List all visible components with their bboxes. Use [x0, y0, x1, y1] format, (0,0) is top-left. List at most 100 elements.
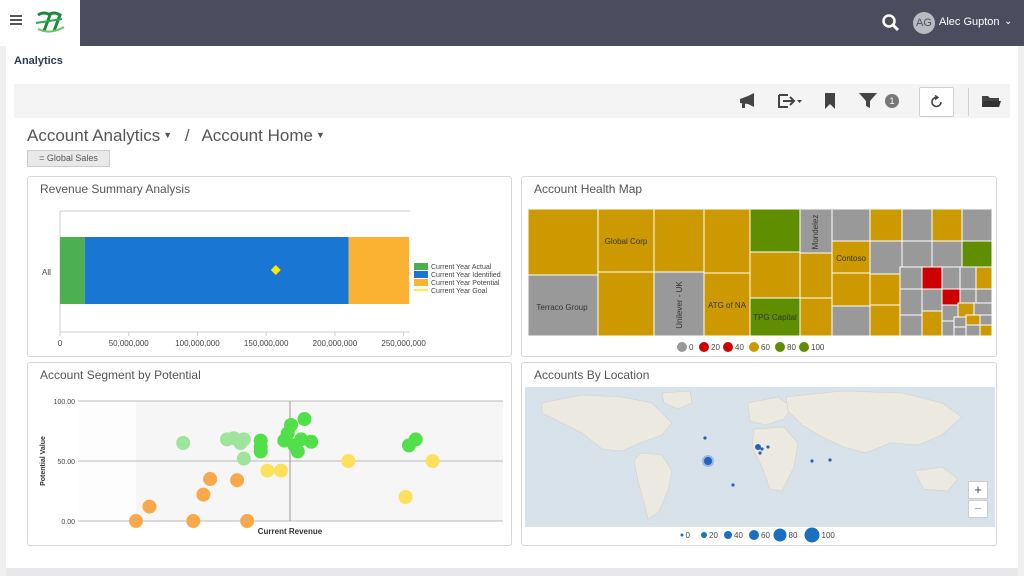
x-tick-label: 150,000,000: [244, 339, 289, 348]
map-landmass: [541, 394, 673, 452]
refresh-button[interactable]: [919, 87, 954, 117]
scatter-point: [273, 463, 288, 478]
treemap-cell: [953, 326, 967, 337]
treemap-cell: [931, 240, 963, 268]
treemap-cell: [961, 240, 993, 268]
treemap-cell: [961, 208, 993, 242]
legend-label: 100: [822, 531, 836, 540]
treemap-cell: [831, 208, 871, 242]
treemap-cell: [899, 266, 923, 290]
scatter-point: [284, 418, 299, 432]
caret-down-icon[interactable]: ▼: [315, 130, 325, 140]
avatar[interactable]: AG: [913, 12, 935, 34]
breadcrumb-account-analytics[interactable]: Account Analytics: [27, 126, 161, 145]
map-account-marker: [703, 436, 707, 440]
legend-label: Current Year Potential: [431, 280, 500, 287]
treemap-cell: [799, 208, 833, 254]
treemap-cell: [975, 288, 993, 304]
legend-label: Current Year Goal: [431, 288, 487, 295]
y-tick-label: 50.00: [57, 459, 75, 466]
map-landmass: [785, 390, 963, 454]
map-account-marker: [828, 458, 832, 462]
panel-title: Account Health Map: [534, 182, 643, 196]
location-map[interactable]: 0 20 40 60 80 100: [522, 363, 998, 547]
legend-label: 80: [789, 531, 798, 540]
breadcrumb-account-home[interactable]: Account Home: [201, 126, 313, 145]
bar-segment: [348, 237, 410, 304]
treemap-cell: [965, 314, 981, 326]
treemap-cell: [941, 266, 961, 290]
treemap-cell: [901, 208, 933, 242]
account-health-panel: Account Health Map Global Corp Terraco Gr…: [521, 176, 997, 357]
segment-scatter-chart: 0.00 50.00 100.00 Current Revenue Potential …: [40, 399, 503, 536]
search-icon[interactable]: [882, 14, 900, 32]
treemap-chart: Global Corp Terraco Group Unilever - UK ATG…: [527, 208, 993, 352]
footer-strip: [6, 568, 1018, 576]
map-account-marker: [755, 444, 761, 450]
treemap-cell: [869, 208, 903, 242]
map-landmass: [633, 452, 673, 520]
scatter-point: [408, 432, 423, 447]
treemap-cell: [831, 272, 871, 307]
treemap-cell: [959, 288, 977, 304]
treemap-label: Global Corp: [605, 237, 648, 246]
map-zoom-in-button[interactable]: +: [968, 481, 988, 499]
x-tick-label: 200,000,000: [313, 339, 358, 348]
treemap-cell: [703, 272, 751, 337]
treemap-label: Terraco Group: [536, 303, 588, 312]
filter-icon[interactable]: [858, 92, 878, 110]
treemap-cell: [921, 310, 943, 337]
legend-swatch: [414, 279, 428, 286]
scatter-point: [260, 463, 275, 478]
treemap-cell: [899, 314, 923, 337]
treemap-cell: [979, 324, 993, 337]
megaphone-icon[interactable]: [738, 92, 758, 110]
treemap-cell: [869, 273, 903, 306]
scatter-point: [142, 499, 157, 514]
map-landmass: [751, 426, 799, 492]
scatter-point: [253, 444, 268, 459]
map-landmass: [661, 390, 693, 410]
treemap-label: Mondelez: [811, 215, 820, 250]
global-sales-filter-chip[interactable]: = Global Sales: [27, 150, 110, 167]
scatter-point: [230, 473, 245, 488]
scatter-point: [129, 514, 143, 528]
app-logo[interactable]: [34, 9, 66, 37]
map-zoom-out-button[interactable]: −: [968, 500, 988, 518]
caret-down-icon[interactable]: ▼: [163, 130, 173, 140]
bookmark-icon[interactable]: [820, 92, 840, 110]
legend-dot: [699, 342, 709, 352]
scatter-point: [297, 412, 312, 426]
chevron-down-icon[interactable]: ⌄: [1004, 16, 1013, 27]
scatter-point: [176, 436, 191, 450]
scatter-point: [304, 434, 319, 449]
legend-label: Current Year Actual: [431, 264, 492, 271]
treemap-label: Contoso: [836, 254, 866, 263]
export-icon[interactable]: [776, 92, 804, 110]
account-segment-panel: Account Segment by Potential 0.00 50.00 10…: [27, 362, 512, 546]
treemap-cell: [953, 316, 967, 328]
scatter-point: [196, 487, 211, 502]
scatter-point: [186, 514, 201, 528]
user-name[interactable]: Alec Gupton: [939, 16, 1000, 28]
treemap-label: ATG of NA: [708, 301, 747, 310]
treemap-cell: [799, 297, 833, 337]
legend-dot: [773, 528, 787, 542]
x-tick-label: 250,000,000: [381, 339, 426, 348]
map-account-marker: [731, 483, 735, 487]
treemap-cell: [979, 314, 993, 326]
panel-title: Account Segment by Potential: [40, 368, 201, 382]
scatter-point: [341, 454, 356, 468]
scatter-point: [240, 514, 255, 528]
toolbar: 1: [14, 84, 1010, 118]
legend-dot: [799, 342, 809, 352]
legend-swatch: [414, 263, 428, 270]
revenue-chart: All 0 50,000,000 100,000,000 150,000,000 200,…: [42, 210, 501, 348]
legend-swatch: [414, 271, 428, 278]
menu-icon[interactable]: [10, 15, 22, 25]
legend-dot: [749, 342, 759, 352]
goal-marker: [270, 265, 281, 275]
legend-dot: [677, 342, 687, 352]
folder-icon[interactable]: [980, 92, 1002, 110]
treemap-cell: [597, 271, 655, 337]
